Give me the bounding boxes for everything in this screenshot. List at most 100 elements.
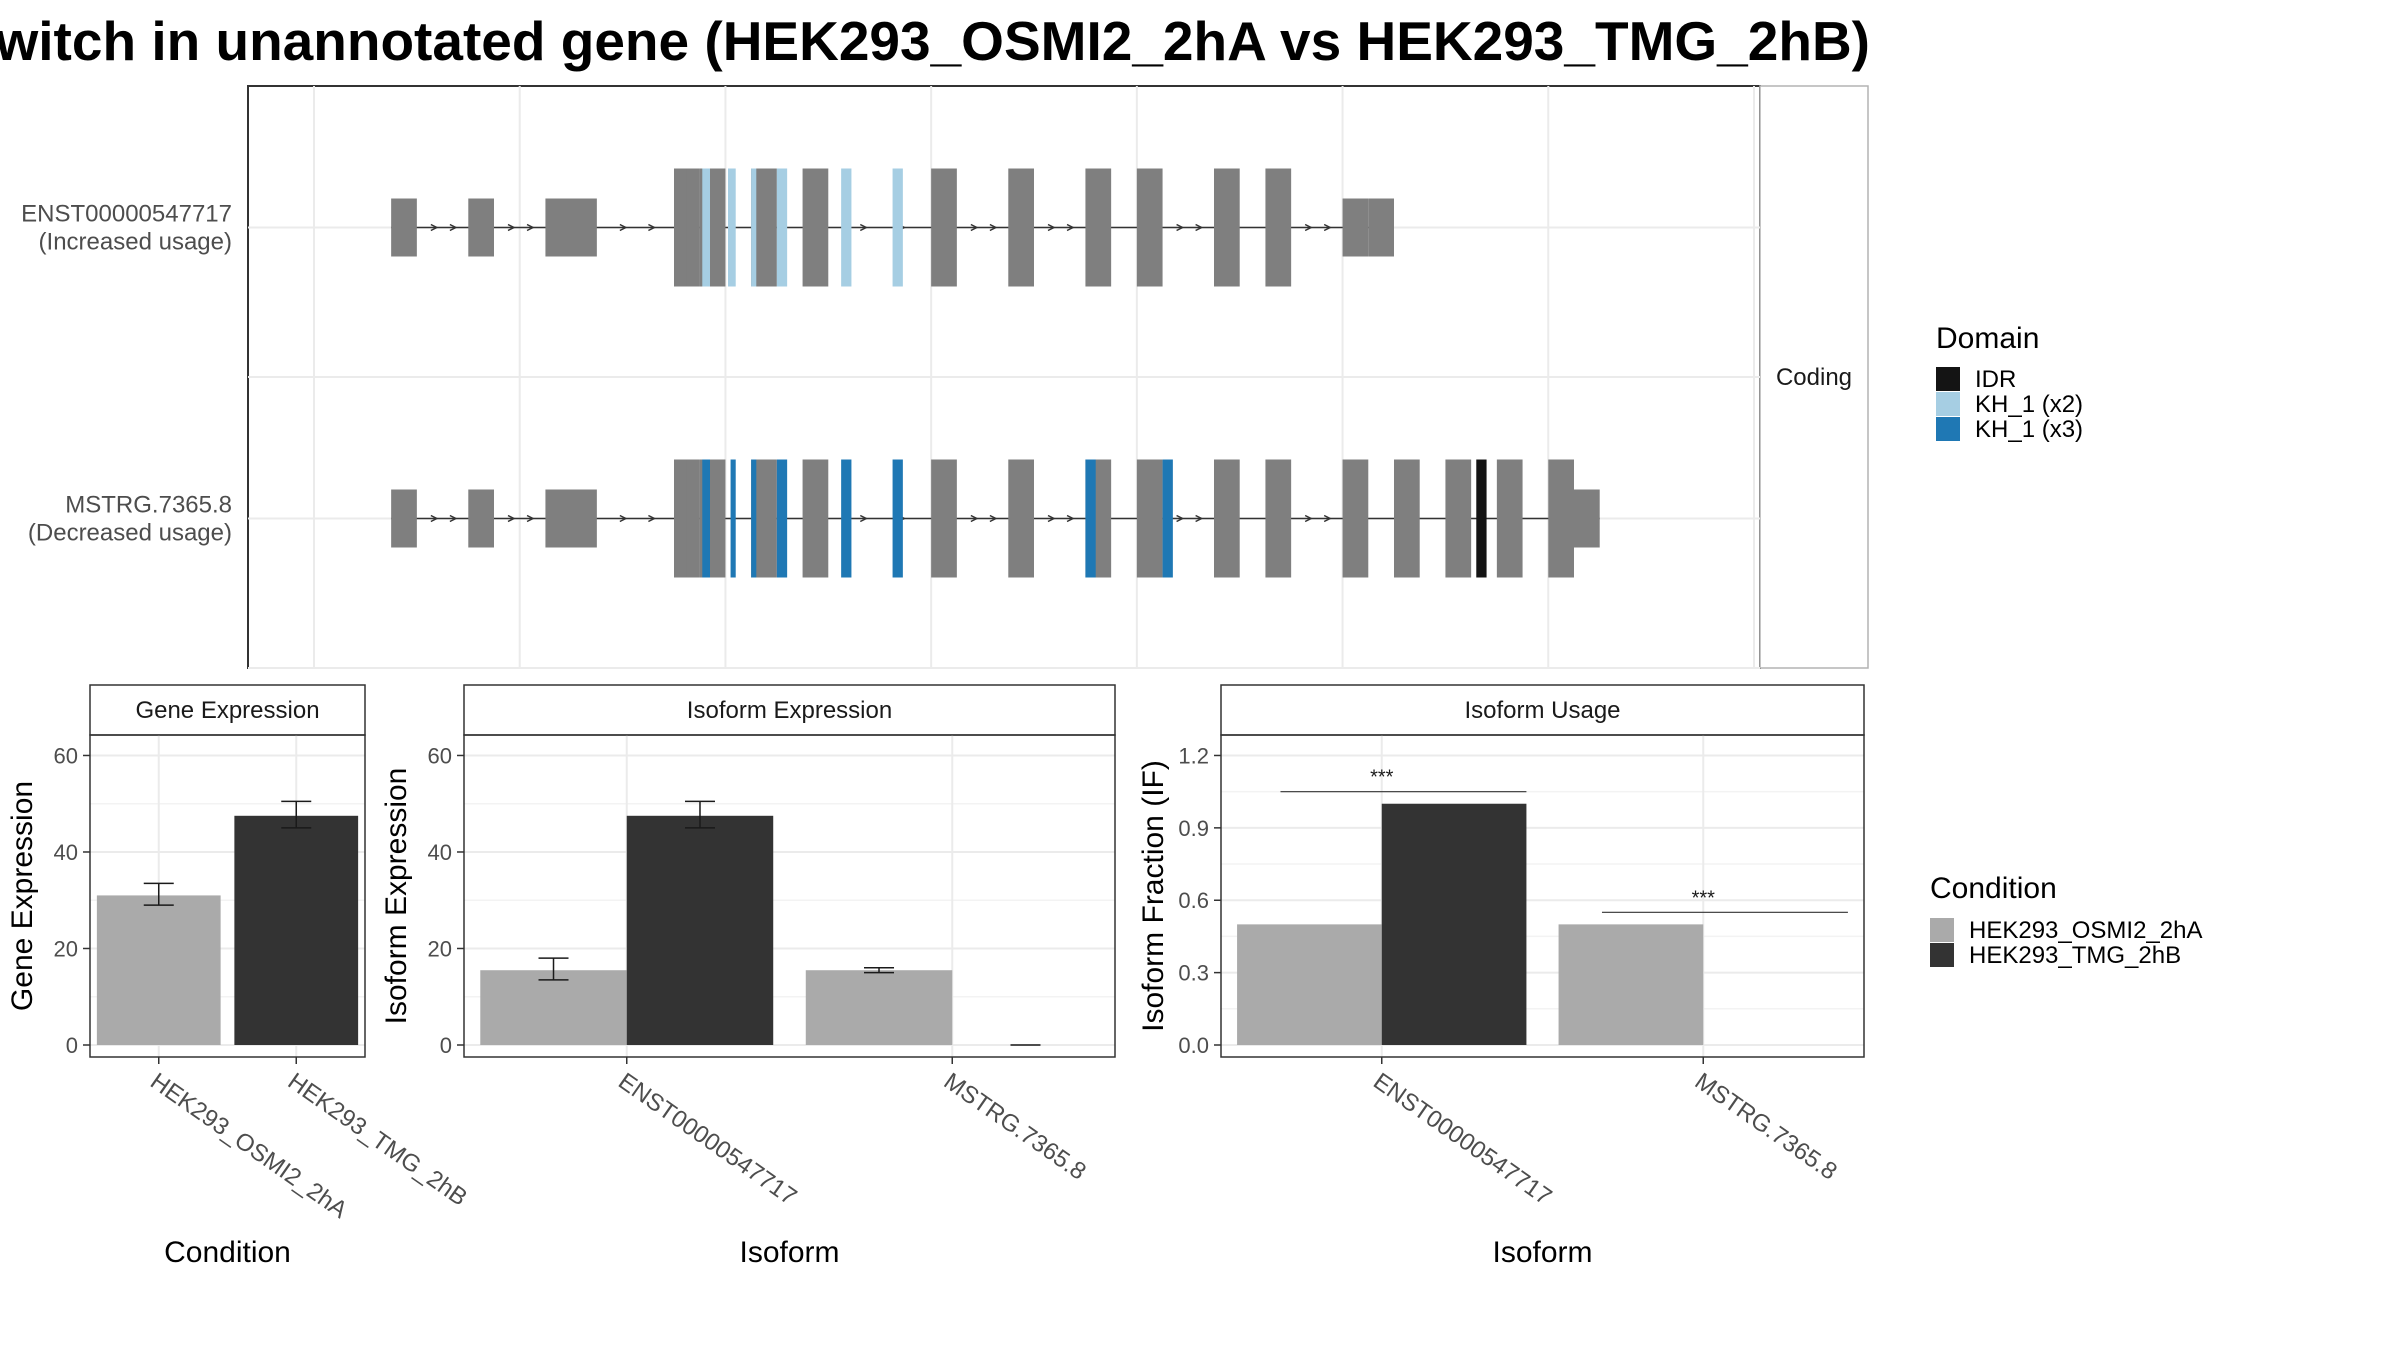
exon-cds-part (686, 168, 700, 287)
intron-arrow (1323, 223, 1332, 232)
exon (1265, 168, 1292, 287)
exon (391, 198, 417, 257)
domain-kh-1-x2 (751, 168, 757, 287)
exon (931, 168, 957, 287)
x-tick-label: ENST00000547717 (1368, 1068, 1556, 1211)
transcript-label: MSTRG.7365.8 (65, 492, 232, 519)
exon (1214, 168, 1240, 287)
intron-arrow (526, 514, 535, 523)
exon (1342, 459, 1369, 578)
y-tick-label: 0 (440, 1033, 452, 1058)
exon (1574, 489, 1600, 548)
coding-facet-label: Coding (1776, 364, 1852, 391)
legend-key-idr (1936, 367, 1960, 391)
panel-border (463, 734, 1116, 1058)
significance-label: *** (1370, 767, 1394, 789)
intron-arrow (1176, 514, 1185, 523)
intron-arrow (1047, 514, 1056, 523)
intron-arrow (1304, 223, 1313, 232)
y-axis-title: Isoform Expression (380, 768, 413, 1025)
intron-arrow (859, 223, 868, 232)
intron-arrow (859, 514, 868, 523)
error-bar (143, 882, 174, 906)
x-tick-label: ENST00000547717 (613, 1068, 801, 1211)
domain-legend-title: Domain (1936, 322, 2039, 355)
transcript-sublabel: (Increased usage) (39, 229, 232, 256)
strip-label: Isoform Usage (1464, 697, 1620, 724)
x-axis-title: Condition (164, 1236, 291, 1269)
y-tick-label: 40 (428, 840, 452, 865)
legend-label-hek293-osmi2-2ha: HEK293_OSMI2_2hA (1969, 917, 2202, 944)
transcript-sublabel: (Decreased usage) (28, 520, 232, 547)
coding-facet-strip (1759, 85, 1869, 669)
legend-label-kh-1-x3: KH_1 (x3) (1975, 416, 2083, 443)
domain-kh-1-x2 (776, 168, 788, 287)
intron-arrow (1066, 223, 1075, 232)
exon (1368, 198, 1394, 257)
plot-title: Isoform switch in unannotated gene (HEK2… (0, 6, 1870, 76)
domain-kh-1-x2 (841, 168, 852, 287)
error-bar (684, 800, 715, 829)
legend-key-kh-1-x2 (1936, 392, 1960, 416)
domain-kh-1-x3 (841, 459, 852, 578)
domain-kh-1-x3 (702, 459, 710, 578)
transcript-enst00000547717: ENST00000547717(Increased usage) (21, 168, 1760, 378)
panel-border (89, 734, 366, 1058)
domain-idr (1476, 459, 1487, 578)
intron-arrow (619, 514, 628, 523)
intron-arrow (1066, 514, 1075, 523)
y-tick-label: 0 (66, 1033, 78, 1058)
bar-mstrg-7365-8-hek293-osmi2-2ha (805, 970, 953, 1045)
exon (468, 198, 494, 257)
exon (1342, 198, 1369, 257)
exon (1214, 459, 1240, 578)
intron-arrow (989, 514, 998, 523)
legend-key-kh-1-x3 (1936, 417, 1960, 441)
exon (1548, 459, 1574, 578)
exon (1085, 168, 1112, 287)
bar-hek293-tmg-2hb (234, 815, 359, 1045)
exon-cds-part (686, 459, 700, 578)
y-axis-title: Gene Expression (6, 781, 39, 1011)
exon (802, 168, 829, 287)
exon (1265, 459, 1292, 578)
domain-kh-1-x2 (728, 168, 736, 287)
gene-structure-panel: Coding ENST00000547717(Increased usage) MS… (21, 85, 1869, 669)
legend-label-kh-1-x2: KH_1 (x2) (1975, 391, 2083, 418)
exon (1394, 459, 1420, 578)
y-tick-label: 40 (54, 840, 78, 865)
exon (1496, 459, 1523, 578)
bar-mstrg-7365-8-hek293-osmi2-2ha (1558, 924, 1704, 1045)
domain-kh-1-x3 (730, 459, 736, 578)
domain-kh-1-x3 (751, 459, 757, 578)
error-bar (281, 800, 312, 829)
plot-title-text: Isoform switch in unannotated gene (HEK2… (0, 10, 1870, 72)
intron-arrow (648, 514, 657, 523)
y-axis-title: Isoform Fraction (IF) (1137, 760, 1170, 1032)
x-tick-label: MSTRG.7365.8 (1690, 1068, 1842, 1186)
error-bar (864, 967, 895, 974)
transcript-mstrg-7365-8: MSTRG.7365.8(Decreased usage) (28, 459, 1760, 669)
legend-label-hek293-tmg-2hb: HEK293_TMG_2hB (1969, 942, 2181, 969)
significance-label: *** (1692, 887, 1716, 909)
domain-kh-1-x2 (702, 168, 710, 287)
panel-border (1220, 734, 1865, 1058)
intron-arrow (430, 514, 439, 523)
exon (931, 459, 957, 578)
intron-arrow (970, 514, 979, 523)
panel-isoform-usage: Isoform Usage 0.0 0.3 0.6 0.9 1.2 ENST00000547… (1137, 684, 1865, 1269)
domain-kh-1-x3 (892, 459, 903, 578)
exon (1136, 168, 1163, 287)
exon (468, 489, 494, 548)
domain-kh-1-x3 (776, 459, 788, 578)
exon (1445, 459, 1472, 578)
intron-arrow (989, 223, 998, 232)
domain-kh-1-x3 (1085, 459, 1096, 578)
exon (1008, 459, 1034, 578)
intron-arrow (449, 514, 458, 523)
bar-hek293-osmi2-2ha (96, 895, 221, 1045)
